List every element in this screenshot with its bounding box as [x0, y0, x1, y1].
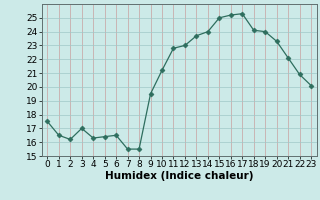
X-axis label: Humidex (Indice chaleur): Humidex (Indice chaleur) [105, 171, 253, 181]
